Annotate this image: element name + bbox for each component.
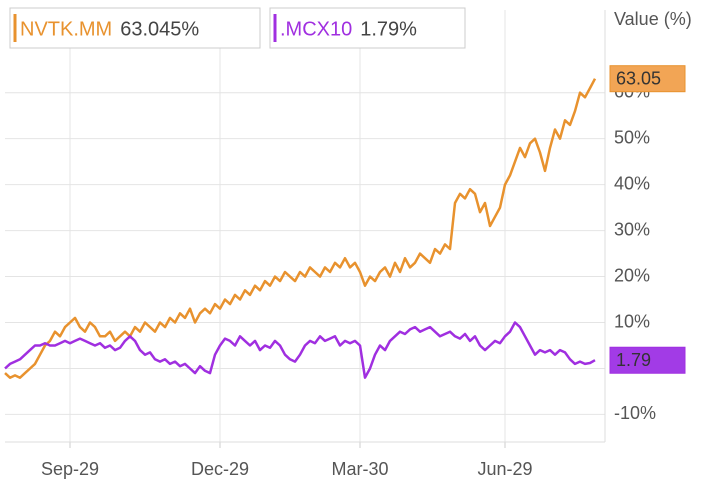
value-badge (609, 346, 686, 374)
value-badge-label: 1.79 (616, 350, 651, 370)
series-line (4, 321, 596, 379)
x-tick-label: Jun-29 (477, 459, 532, 479)
legend-box (9, 7, 261, 49)
y-tick-label: 50% (614, 127, 650, 147)
legend-value: 1.79% (360, 18, 417, 40)
y-axis-title: Value (%) (614, 9, 692, 29)
y-tick-label: 20% (614, 265, 650, 285)
legend-box (269, 7, 466, 49)
y-tick-label: 10% (614, 311, 650, 331)
y-tick-label: 30% (614, 219, 650, 239)
series-line (4, 78, 597, 379)
x-tick-label: Dec-29 (191, 459, 249, 479)
y-tick-label: 40% (614, 173, 650, 193)
legend-name: NVTK.MM (20, 18, 112, 40)
legend-name: .MCX10 (280, 18, 352, 40)
y-tick-label: -10% (614, 403, 656, 423)
x-tick-label: Sep-29 (41, 459, 99, 479)
legend-value: 63.045% (120, 18, 199, 40)
value-badge-label: 63.05 (616, 68, 661, 88)
x-tick-label: Mar-30 (331, 459, 388, 479)
value-badge (609, 65, 686, 93)
